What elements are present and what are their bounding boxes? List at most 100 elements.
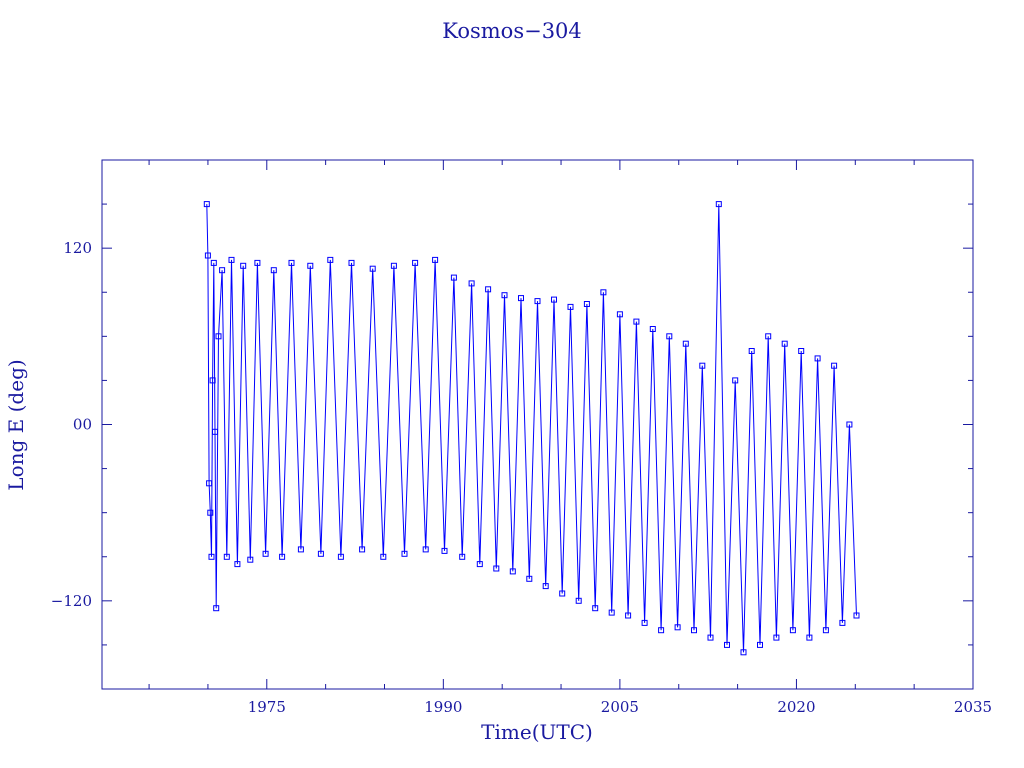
data-point [262,550,269,557]
data-point [432,256,439,263]
data-point [814,355,821,362]
data-point [327,256,334,263]
x-tick-label: 1990 [424,698,462,716]
data-point [317,550,324,557]
data-point [583,301,590,307]
data-point [208,553,215,560]
data-point [348,259,355,266]
data-point [213,605,220,612]
data-point [501,292,508,299]
data-point [279,553,286,560]
y-tick-label: 120 [63,239,92,257]
data-point [633,318,640,325]
y-axis: −120 00 120 [51,203,973,646]
x-axis-label: Time(UTC) [481,720,593,744]
data-point [658,627,665,634]
data-point [839,619,846,626]
data-point [210,259,217,266]
data-point [228,256,235,263]
data-point [748,348,755,354]
data-point [789,627,796,634]
data-point [234,561,241,568]
data-point [616,311,623,318]
data-point [757,641,763,648]
x-axis: 1975 1990 2005 2020 2035 [148,160,992,716]
data-point [307,262,314,269]
data-point [450,274,457,281]
data-point [559,590,566,597]
data-point [212,428,218,435]
data-point [359,546,366,553]
data-point [542,583,549,590]
y-tick-label: −120 [51,592,92,610]
chart-title: Kosmos−304 [442,19,582,43]
data-point [707,634,714,641]
data-point [270,267,277,274]
data-point [206,480,213,487]
data-point [223,553,230,560]
data-point [592,605,599,612]
x-tick-label: 2020 [777,698,815,716]
data-point [674,624,681,631]
data-point [765,333,772,340]
y-axis-label: Long E (deg) [4,359,28,490]
data-point [806,634,813,641]
data-point [715,201,722,208]
data-point [215,333,222,340]
data-point [518,295,524,302]
data-point [682,340,689,347]
data-point [369,265,376,272]
x-tick-label: 2035 [954,698,992,716]
series-line [206,204,857,653]
data-point [831,362,838,369]
data-point [567,303,574,310]
data-point [740,649,747,656]
data-point [485,286,492,293]
data-point [422,546,429,553]
data-point [476,561,483,568]
data-point [600,289,607,296]
data-point [247,556,254,563]
data-point [666,333,673,340]
data-point [459,553,466,560]
y-tick-label: 00 [73,416,92,434]
data-point [509,568,516,575]
data-point [204,252,211,259]
data-point [219,267,226,274]
data-point [641,619,648,626]
data-point [781,340,788,347]
data-point [468,280,475,287]
data-point [493,565,500,572]
data-point [390,262,397,269]
data-point [412,259,419,266]
data-point [203,201,210,208]
data-point [608,609,615,616]
data-point [254,259,261,266]
data-point [441,547,448,554]
data-point [575,597,582,604]
data-point [691,627,697,634]
data-point [401,550,408,557]
plot-area [203,201,860,656]
data-point [853,612,860,619]
data-point [240,262,247,269]
data-point [380,553,387,560]
data-point [337,553,344,560]
data-point [551,296,557,303]
x-tick-label: 2005 [601,698,639,716]
data-point [209,377,216,384]
data-point [798,348,805,354]
data-point [526,575,533,582]
data-point [297,546,304,553]
data-point [773,634,780,641]
data-point [732,377,739,384]
data-point [724,641,730,648]
data-point [846,421,853,428]
x-tick-label: 1975 [248,698,286,716]
data-point [625,612,632,619]
data-point [288,259,295,266]
data-point [534,298,541,305]
data-point [207,509,214,516]
data-point [822,627,829,634]
